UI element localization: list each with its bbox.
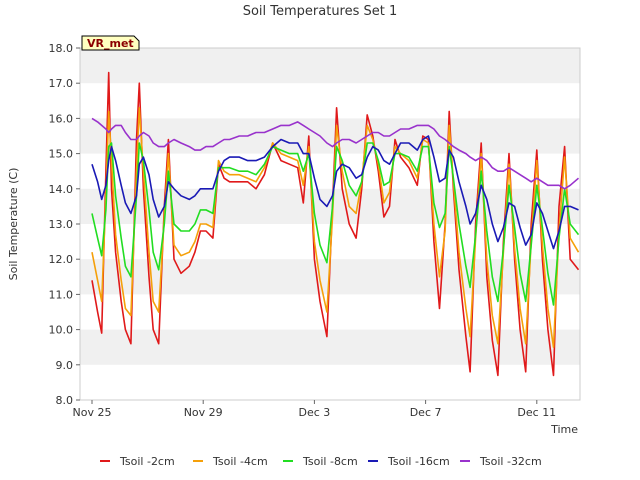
legend-label: Tsoil -2cm xyxy=(119,455,175,468)
x-tick-label: Nov 25 xyxy=(73,406,112,419)
y-tick-label: 18.0 xyxy=(49,42,74,55)
y-tick-label: 9.0 xyxy=(56,359,74,372)
y-tick-label: 11.0 xyxy=(49,288,74,301)
y-tick-label: 10.0 xyxy=(49,324,74,337)
badge-label: VR_met xyxy=(87,37,134,50)
legend: Tsoil -2cm Tsoil -4cm Tsoil -8cm Tsoil -16c… xyxy=(100,455,542,468)
legend-label: Tsoil -4cm xyxy=(212,455,268,468)
y-tick-label: 17.0 xyxy=(49,77,74,90)
series-line xyxy=(91,135,579,250)
y-tick-label: 8.0 xyxy=(56,394,74,407)
y-tick-label: 15.0 xyxy=(49,148,74,161)
grid-band xyxy=(80,118,580,154)
x-tick-label: Dec 11 xyxy=(517,406,556,419)
series-line xyxy=(91,142,580,306)
badge-box xyxy=(81,35,140,51)
series-lines xyxy=(91,71,580,377)
legend-label: Tsoil -16cm xyxy=(387,455,450,468)
legend-label: Tsoil -8cm xyxy=(302,455,358,468)
y-tick-label: 12.0 xyxy=(49,253,74,266)
station-badge: VR_met xyxy=(81,35,140,51)
legend-label: Tsoil -32cm xyxy=(479,455,542,468)
x-axis-label: Time xyxy=(550,423,578,436)
x-axis-ticks: Nov 25 Nov 29 Dec 3 Dec 7 Dec 11 xyxy=(73,400,556,419)
x-tick-label: Dec 3 xyxy=(299,406,331,419)
x-tick-label: Nov 29 xyxy=(184,406,223,419)
series-line xyxy=(91,107,580,349)
series-line xyxy=(91,117,580,190)
y-tick-label: 13.0 xyxy=(49,218,74,231)
grid-band xyxy=(80,48,580,84)
y-tick-label: 16.0 xyxy=(49,112,74,125)
y-axis-ticks: 8.0 9.0 10.0 11.0 12.0 13.0 14.0 15.0 16.0 17.0 18… xyxy=(49,42,80,407)
chart-title: Soil Temperatures Set 1 xyxy=(243,4,398,19)
series-line xyxy=(91,71,580,377)
y-axis-label: Soil Temperature (C) xyxy=(7,168,20,281)
x-tick-label: Dec 7 xyxy=(410,406,442,419)
y-tick-label: 14.0 xyxy=(49,183,74,196)
